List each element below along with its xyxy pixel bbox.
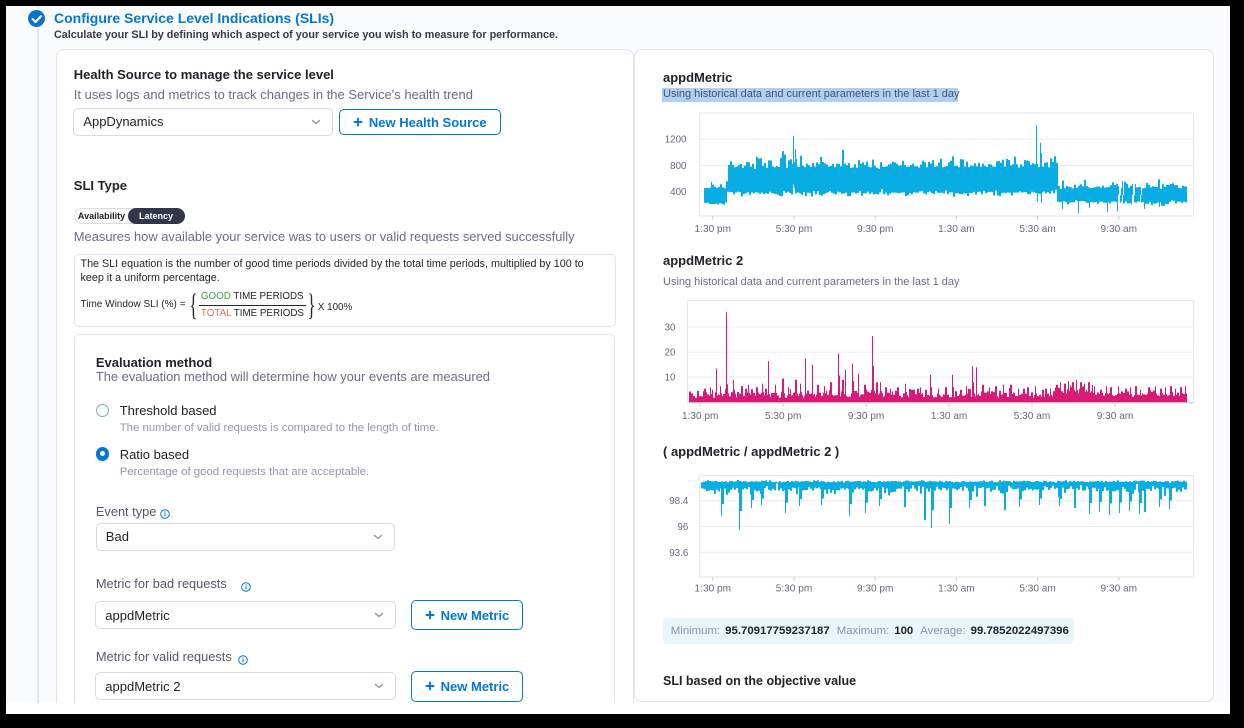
svg-text:1:30 pm: 1:30 pm <box>695 224 731 235</box>
svg-text:5:30 am: 5:30 am <box>1019 584 1055 595</box>
svg-text:30: 30 <box>665 323 676 334</box>
svg-text:9:30 pm: 9:30 pm <box>857 224 893 235</box>
svg-text:400: 400 <box>670 187 687 198</box>
svg-text:96: 96 <box>677 522 688 533</box>
svg-text:5:30 am: 5:30 am <box>1014 411 1050 422</box>
svg-text:9:30 pm: 9:30 pm <box>857 584 893 595</box>
svg-text:1200: 1200 <box>665 135 687 146</box>
svg-text:1:30 pm: 1:30 pm <box>682 411 718 422</box>
svg-text:20: 20 <box>665 348 676 359</box>
svg-text:5:30 pm: 5:30 pm <box>776 224 812 235</box>
svg-text:800: 800 <box>670 161 687 172</box>
svg-text:1:30 pm: 1:30 pm <box>695 584 731 595</box>
svg-text:5:30 pm: 5:30 pm <box>765 411 801 422</box>
svg-text:5:30 am: 5:30 am <box>1019 224 1055 235</box>
svg-text:1:30 am: 1:30 am <box>938 584 974 595</box>
svg-text:93.6: 93.6 <box>669 548 689 559</box>
svg-text:5:30 pm: 5:30 pm <box>776 584 812 595</box>
svg-text:9:30 am: 9:30 am <box>1101 584 1137 595</box>
svg-text:10: 10 <box>665 373 676 384</box>
svg-text:1:30 am: 1:30 am <box>938 224 974 235</box>
svg-text:9:30 am: 9:30 am <box>1097 411 1133 422</box>
svg-text:98.4: 98.4 <box>669 496 689 507</box>
svg-text:9:30 pm: 9:30 pm <box>848 411 884 422</box>
svg-text:9:30 am: 9:30 am <box>1101 224 1137 235</box>
svg-text:1:30 am: 1:30 am <box>931 411 967 422</box>
